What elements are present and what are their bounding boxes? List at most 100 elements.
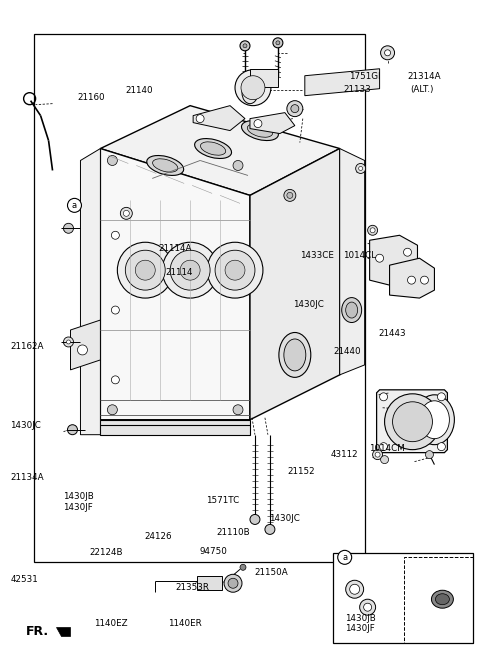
Text: 94750: 94750	[199, 547, 227, 556]
Circle shape	[393, 402, 432, 442]
Circle shape	[240, 41, 250, 51]
Text: 21133: 21133	[343, 85, 371, 94]
Text: 1571TC: 1571TC	[206, 495, 240, 505]
Text: 21314A: 21314A	[408, 72, 441, 81]
Circle shape	[380, 393, 387, 401]
Polygon shape	[305, 69, 380, 96]
Polygon shape	[250, 112, 295, 133]
Polygon shape	[100, 420, 250, 435]
Circle shape	[63, 223, 73, 233]
Circle shape	[215, 250, 255, 290]
Circle shape	[233, 405, 243, 415]
Circle shape	[381, 46, 395, 60]
Circle shape	[370, 228, 375, 233]
Text: 1430JF: 1430JF	[63, 503, 93, 512]
Ellipse shape	[279, 332, 311, 377]
Circle shape	[162, 242, 218, 298]
Polygon shape	[193, 106, 245, 131]
Polygon shape	[71, 320, 100, 370]
Circle shape	[359, 166, 363, 170]
Polygon shape	[56, 627, 71, 636]
Circle shape	[360, 599, 376, 615]
Circle shape	[68, 424, 77, 435]
Ellipse shape	[435, 594, 449, 604]
Text: 21140: 21140	[125, 86, 153, 95]
Text: 22124B: 22124B	[89, 548, 123, 557]
Circle shape	[243, 44, 247, 48]
Circle shape	[368, 225, 378, 235]
Text: 21152: 21152	[288, 467, 315, 476]
Text: a: a	[72, 201, 77, 210]
Circle shape	[284, 189, 296, 201]
Circle shape	[437, 443, 445, 451]
Polygon shape	[250, 148, 340, 420]
Text: 1430JB: 1430JB	[63, 492, 94, 501]
Bar	[197, 576, 222, 590]
Text: 43112: 43112	[331, 451, 359, 459]
Circle shape	[108, 156, 117, 166]
Circle shape	[63, 337, 73, 347]
Circle shape	[276, 41, 280, 45]
Circle shape	[224, 574, 242, 592]
Circle shape	[420, 276, 429, 284]
Circle shape	[356, 164, 366, 173]
Circle shape	[117, 242, 173, 298]
Bar	[34, 34, 365, 562]
Circle shape	[346, 580, 364, 599]
Bar	[404, 557, 473, 643]
Text: a: a	[342, 553, 347, 562]
Circle shape	[180, 260, 200, 280]
Ellipse shape	[201, 142, 226, 155]
Text: 42531: 42531	[10, 575, 38, 584]
Circle shape	[273, 38, 283, 48]
Text: 1430JB: 1430JB	[345, 614, 376, 623]
Circle shape	[228, 578, 238, 588]
Circle shape	[265, 524, 275, 534]
Circle shape	[384, 394, 441, 449]
Circle shape	[240, 564, 246, 570]
Text: 21134A: 21134A	[10, 473, 44, 482]
Ellipse shape	[346, 302, 358, 318]
Ellipse shape	[241, 121, 278, 141]
Text: 1140ER: 1140ER	[168, 619, 202, 628]
Ellipse shape	[432, 590, 454, 608]
Ellipse shape	[420, 401, 449, 439]
Polygon shape	[370, 235, 418, 285]
Ellipse shape	[247, 124, 273, 137]
Text: 21443: 21443	[379, 328, 407, 338]
Text: 21110B: 21110B	[216, 528, 250, 537]
Text: 1014CL: 1014CL	[343, 250, 376, 260]
Circle shape	[381, 456, 389, 464]
Circle shape	[77, 345, 87, 355]
Circle shape	[225, 260, 245, 280]
Circle shape	[287, 101, 303, 116]
Circle shape	[408, 276, 416, 284]
Text: 1430JF: 1430JF	[345, 624, 375, 633]
Circle shape	[241, 76, 265, 100]
Ellipse shape	[415, 395, 455, 445]
Circle shape	[425, 451, 433, 459]
Circle shape	[123, 210, 129, 216]
Circle shape	[287, 193, 293, 198]
Text: 1430JC: 1430JC	[293, 300, 324, 309]
Circle shape	[207, 242, 263, 298]
Ellipse shape	[194, 139, 231, 158]
Text: FR.: FR.	[25, 625, 49, 638]
Polygon shape	[340, 148, 365, 375]
Circle shape	[291, 104, 299, 112]
Text: 21353R: 21353R	[175, 583, 209, 592]
Text: 1014CM: 1014CM	[369, 444, 405, 453]
Ellipse shape	[284, 339, 306, 371]
Bar	[333, 553, 473, 643]
Text: 1433CE: 1433CE	[300, 250, 334, 260]
Text: 21162A: 21162A	[10, 342, 44, 351]
Text: (ALT.): (ALT.)	[410, 85, 433, 94]
Circle shape	[338, 551, 352, 564]
Circle shape	[196, 114, 204, 123]
Text: 21114A: 21114A	[158, 244, 192, 253]
Circle shape	[108, 405, 117, 415]
Circle shape	[235, 70, 271, 106]
Circle shape	[250, 514, 260, 524]
Ellipse shape	[342, 298, 361, 323]
Circle shape	[364, 603, 372, 611]
